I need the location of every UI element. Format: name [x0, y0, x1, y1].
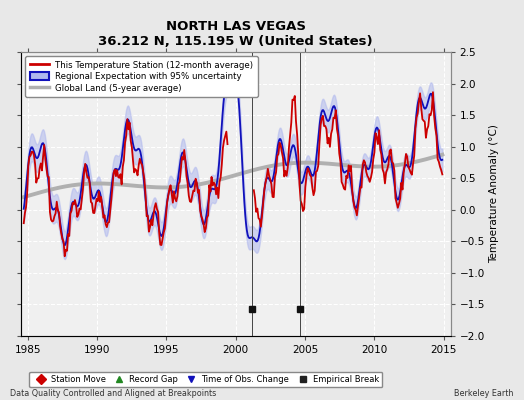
Legend: Station Move, Record Gap, Time of Obs. Change, Empirical Break: Station Move, Record Gap, Time of Obs. C… — [29, 372, 382, 387]
Title: NORTH LAS VEGAS
36.212 N, 115.195 W (United States): NORTH LAS VEGAS 36.212 N, 115.195 W (Uni… — [99, 20, 373, 48]
Text: Berkeley Earth: Berkeley Earth — [454, 389, 514, 398]
Y-axis label: Temperature Anomaly (°C): Temperature Anomaly (°C) — [489, 124, 499, 264]
Text: Data Quality Controlled and Aligned at Breakpoints: Data Quality Controlled and Aligned at B… — [10, 389, 217, 398]
